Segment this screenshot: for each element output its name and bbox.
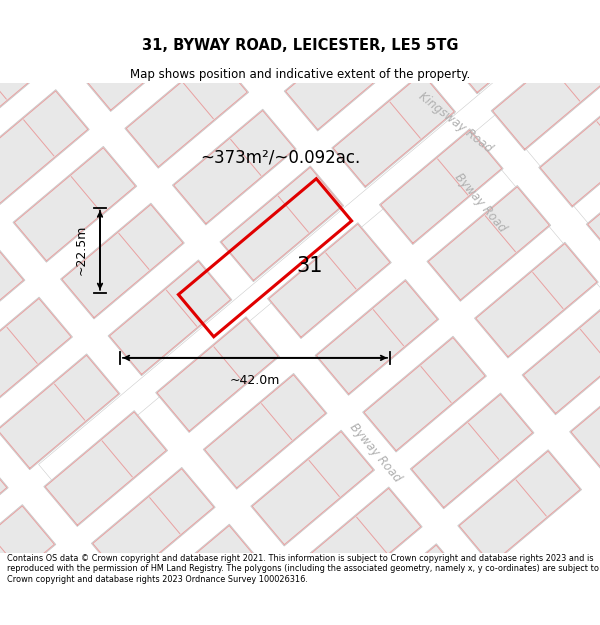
Polygon shape: [0, 561, 103, 625]
Polygon shape: [0, 241, 25, 356]
Text: ~373m²/~0.092ac.: ~373m²/~0.092ac.: [200, 149, 360, 167]
Text: Kingsway Road: Kingsway Road: [416, 90, 494, 156]
Polygon shape: [77, 0, 201, 111]
Polygon shape: [0, 297, 73, 413]
Text: ~42.0m: ~42.0m: [230, 374, 280, 387]
Polygon shape: [539, 91, 600, 208]
Text: ~22.5m: ~22.5m: [75, 225, 88, 276]
Text: Contains OS data © Crown copyright and database right 2021. This information is : Contains OS data © Crown copyright and d…: [7, 554, 599, 584]
Polygon shape: [155, 317, 280, 432]
Polygon shape: [236, 0, 361, 74]
Polygon shape: [410, 393, 534, 509]
Polygon shape: [220, 166, 344, 282]
Polygon shape: [346, 544, 470, 625]
Polygon shape: [475, 242, 598, 358]
Polygon shape: [491, 35, 600, 151]
Text: 31, BYWAY ROAD, LEICESTER, LE5 5TG: 31, BYWAY ROAD, LEICESTER, LE5 5TG: [142, 38, 458, 53]
Polygon shape: [0, 448, 8, 564]
Polygon shape: [362, 336, 487, 452]
Polygon shape: [180, 0, 600, 400]
Polygon shape: [0, 504, 56, 621]
Polygon shape: [0, 33, 41, 149]
Polygon shape: [443, 0, 568, 94]
Polygon shape: [203, 373, 327, 489]
Polygon shape: [569, 356, 600, 472]
Polygon shape: [13, 146, 137, 262]
Text: 31: 31: [297, 256, 323, 276]
Polygon shape: [284, 15, 408, 131]
Polygon shape: [332, 72, 455, 188]
Polygon shape: [172, 109, 296, 225]
Polygon shape: [0, 82, 600, 553]
Polygon shape: [458, 450, 581, 566]
Polygon shape: [108, 260, 232, 376]
Polygon shape: [586, 148, 600, 264]
Text: Map shows position and indicative extent of the property.: Map shows position and indicative extent…: [130, 68, 470, 81]
Polygon shape: [38, 0, 600, 484]
Polygon shape: [0, 354, 120, 470]
Polygon shape: [315, 279, 439, 395]
Polygon shape: [125, 52, 248, 168]
Polygon shape: [91, 468, 215, 583]
Polygon shape: [139, 524, 263, 625]
Polygon shape: [61, 203, 184, 319]
Polygon shape: [427, 186, 551, 301]
Text: Byway Road: Byway Road: [452, 171, 508, 235]
Polygon shape: [0, 89, 89, 206]
Polygon shape: [268, 222, 391, 339]
Polygon shape: [251, 430, 374, 546]
Text: Byway Road: Byway Road: [347, 421, 403, 485]
Polygon shape: [298, 487, 422, 602]
Polygon shape: [522, 299, 600, 415]
Polygon shape: [44, 411, 167, 526]
Polygon shape: [379, 129, 503, 244]
